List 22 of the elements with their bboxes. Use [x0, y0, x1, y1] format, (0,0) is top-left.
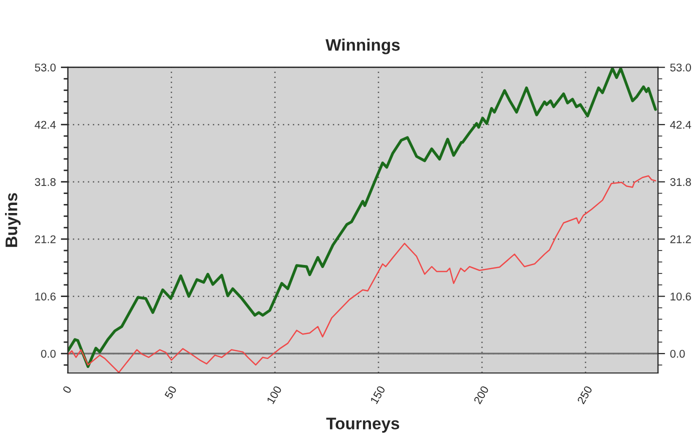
x-tick-label: 0 [62, 385, 72, 394]
y-tick-label: 21.2 [35, 235, 56, 244]
line-series [68, 175, 656, 374]
y2-tick-label: 31.8 [670, 178, 691, 186]
x-tick-label: 150 [370, 385, 386, 404]
y-axis-title: Buyins [5, 193, 21, 247]
y2-tick-label: 0.0 [670, 350, 685, 358]
y-tick-label: 10.6 [35, 292, 56, 300]
y2-tick-label: 42.4 [670, 120, 692, 129]
x-axis-title: Tourneys [326, 418, 400, 433]
x-tick-label: 50 [164, 385, 177, 400]
x-tick-label: 200 [473, 385, 490, 404]
y2-tick-label: 53.0 [670, 64, 691, 72]
y-tick-label: 53.0 [34, 64, 56, 72]
chart-title: Winnings [326, 38, 400, 54]
y2-tick-label: 21.2 [670, 235, 691, 244]
y-tick-label: 42.4 [34, 120, 56, 129]
y2-tick-label: 10.6 [670, 292, 691, 300]
x-tick-label: 100 [266, 385, 282, 404]
y-tick-label: 31.8 [34, 178, 56, 186]
x-tick-label: 250 [576, 385, 593, 404]
y-tick-label: 0.0 [41, 350, 56, 358]
